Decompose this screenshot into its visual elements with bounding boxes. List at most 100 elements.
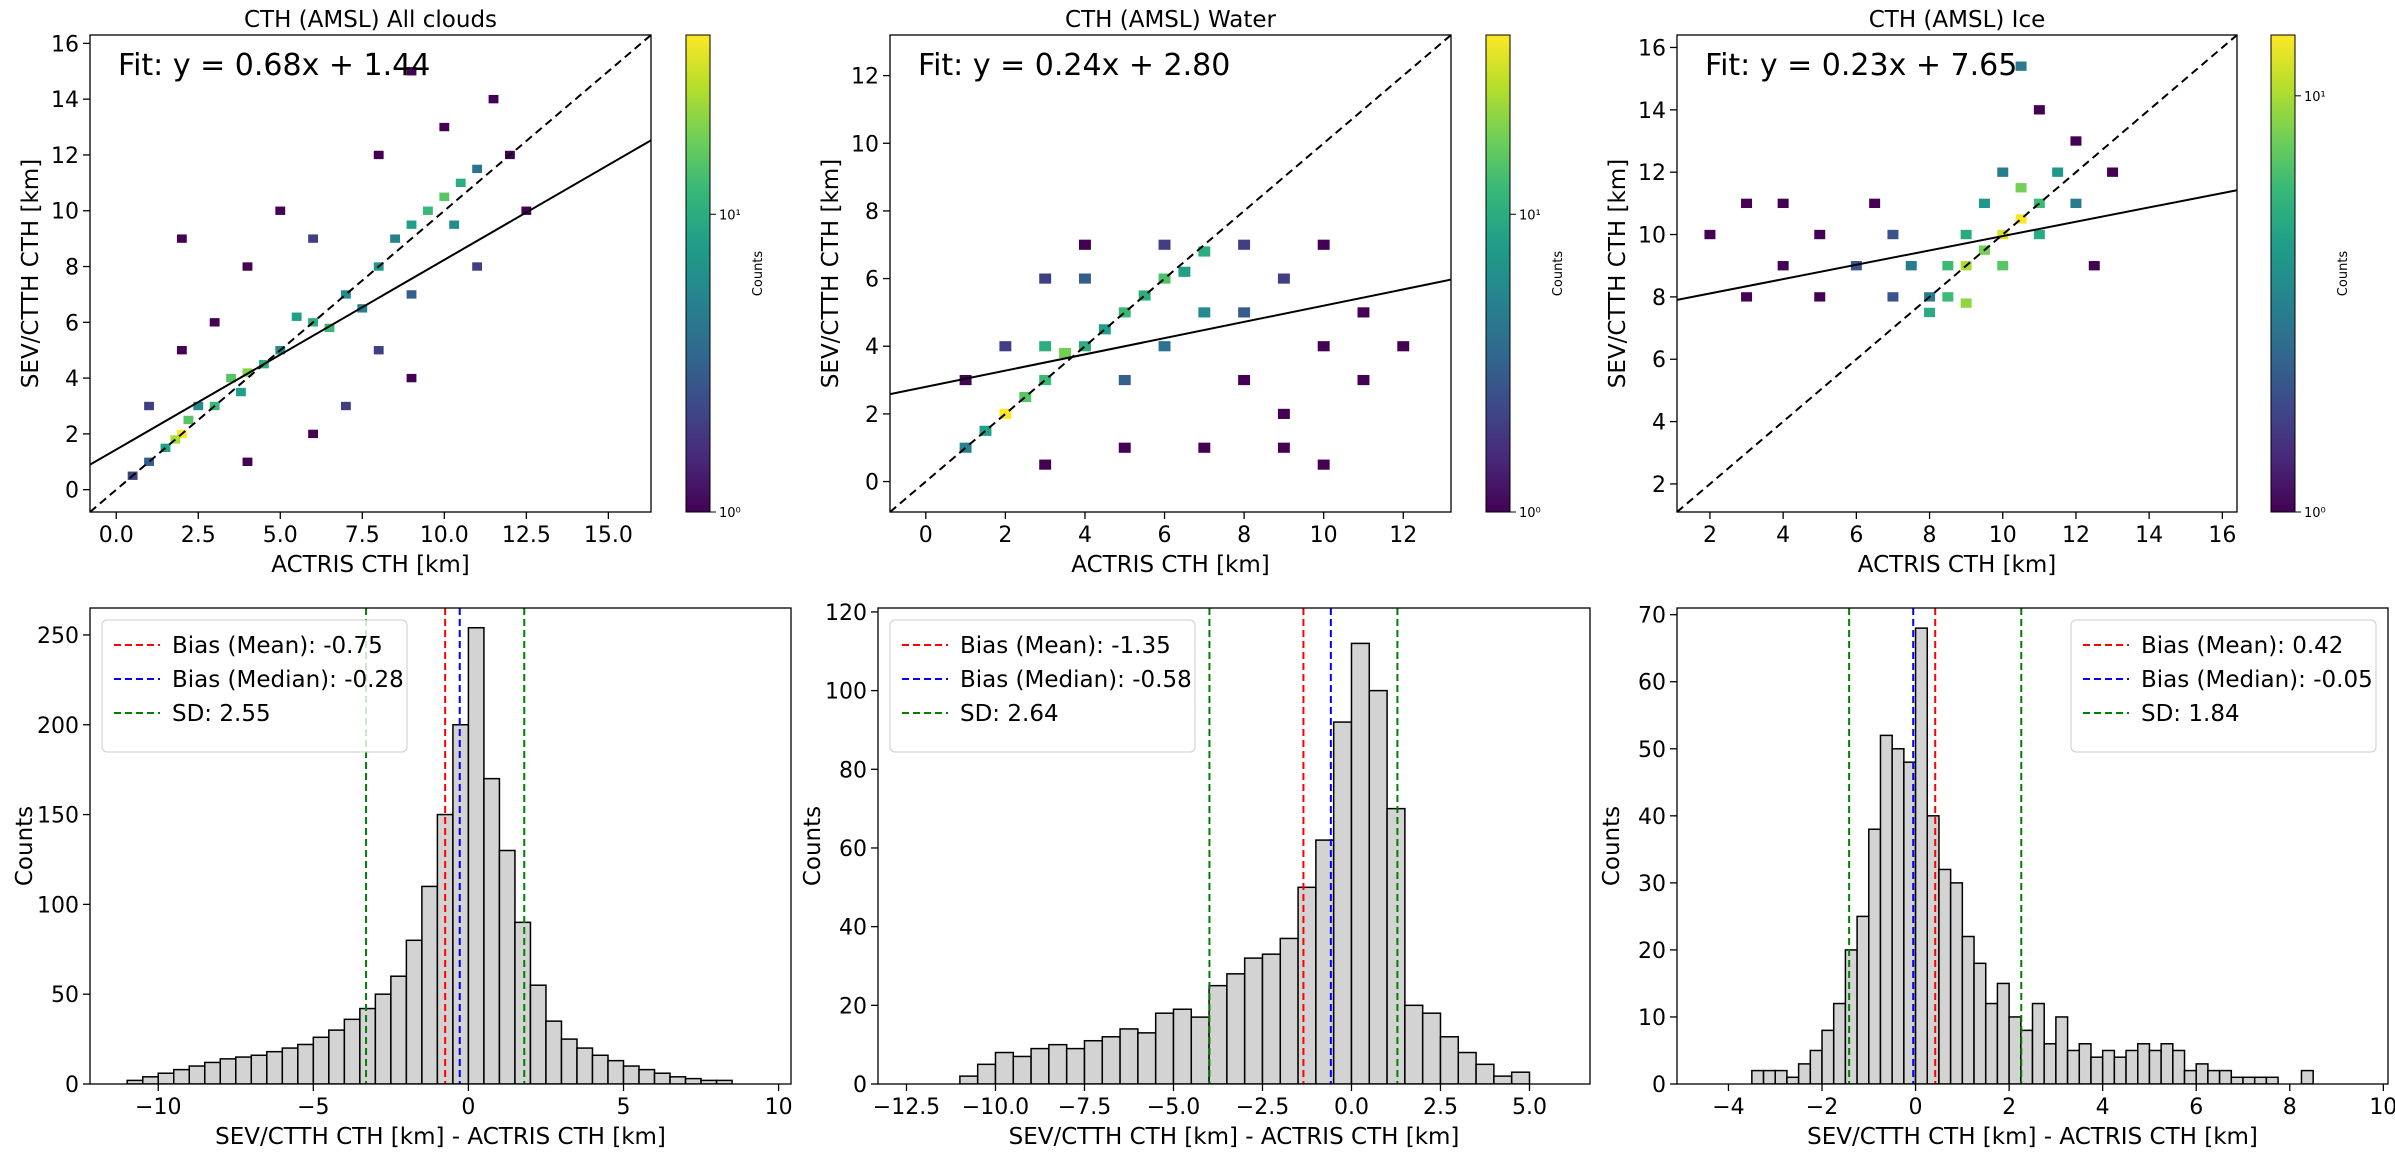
hist-bar: [483, 777, 501, 1084]
heatmap-cell: [1198, 442, 1211, 453]
colorbar: [2270, 34, 2296, 513]
hist-bar: [1243, 957, 1264, 1084]
x-axis-label: ACTRIS CTH [km]: [1071, 552, 1270, 578]
heatmap-cell: [406, 290, 417, 299]
heatmap-cell: [1887, 229, 1899, 240]
heatmap-cell: [2107, 167, 2119, 177]
legend-box: [889, 619, 1196, 753]
hist-bar: [1868, 828, 1882, 1084]
colorbar-tick-label: 10¹: [1519, 208, 1541, 223]
heatmap-cell: [1078, 239, 1091, 250]
hist-bar: [281, 1047, 299, 1084]
y-tick-label: 120: [825, 601, 867, 626]
hist-bar: [1891, 748, 1905, 1084]
y-tick-label: 40: [1638, 805, 1666, 830]
plot-area: [1677, 35, 2237, 512]
heatmap-cell: [340, 401, 351, 411]
heatmap-cell: [183, 415, 194, 425]
heatmap-cell: [176, 234, 187, 243]
heatmap-cell: [1397, 341, 1410, 352]
heatmap-cell: [1158, 341, 1171, 352]
x-tick-label: −5.0: [1147, 1095, 1200, 1120]
heatmap-cell: [999, 341, 1012, 352]
hist-bar: [669, 1076, 687, 1084]
y-tick-label: 6: [1652, 348, 1666, 373]
x-tick-label: 4: [1776, 523, 1790, 548]
hist-bar: [684, 1077, 702, 1084]
heatmap-cell: [422, 206, 433, 215]
x-tick-label: 0.0: [99, 523, 134, 548]
hist-bar: [1786, 1076, 1800, 1084]
heatmap-cell: [1777, 198, 1789, 209]
y-tick-label: 0: [865, 471, 879, 496]
y-tick-label: 8: [1652, 286, 1666, 311]
hist-bar: [2183, 1069, 2197, 1084]
hist-bar: [2090, 1056, 2104, 1084]
hist-bar: [2113, 1056, 2127, 1084]
hist-bar: [1421, 1012, 1442, 1084]
heatmap-cell: [1078, 341, 1091, 352]
x-tick-label: −4: [1712, 1095, 1744, 1120]
x-tick-label: 8: [2283, 1095, 2297, 1120]
hist-bar: [359, 1007, 377, 1084]
x-axis-label: ACTRIS CTH [km]: [271, 552, 470, 578]
hist-bar: [1821, 1029, 1835, 1084]
heatmap-cell: [373, 346, 384, 355]
hist-bar: [219, 1058, 237, 1084]
x-tick-label: 8: [1923, 523, 1937, 548]
hist-bar: [1083, 1039, 1104, 1084]
x-tick-label: 2: [1703, 523, 1717, 548]
hist-bar: [607, 1059, 625, 1084]
colorbar-label: Counts: [751, 251, 766, 297]
hist-bar: [1832, 1002, 1847, 1084]
hist-bar: [2136, 1043, 2151, 1084]
hist-bar: [1926, 815, 1940, 1084]
hist-bar: [2160, 1043, 2174, 1084]
hist-bar: [1368, 689, 1388, 1084]
heatmap-cell: [193, 401, 204, 411]
hist-bar: [1996, 982, 2010, 1084]
legend-box: [101, 619, 408, 753]
hist-bar: [638, 1068, 656, 1084]
fit-line: [1677, 189, 2237, 301]
chart-title: CTH (AMSL) Ice: [1869, 7, 2046, 33]
x-tick-label: −5: [297, 1095, 329, 1120]
hist-bar: [1961, 935, 1975, 1084]
subplot: 2 4 6 8 10 12 14 16 2 4 6 8 10 12 14 16 ACTRIS CTH [km] S…: [1605, 7, 2351, 578]
y-tick-label: 10: [51, 200, 79, 225]
x-tick-label: 12.5: [502, 523, 551, 548]
hist-bar: [1332, 721, 1353, 1084]
legend-label: Bias (Mean): -1.35: [960, 633, 1171, 659]
heatmap-cell: [1277, 408, 1290, 419]
x-tick-label: 14: [2135, 523, 2163, 548]
hist-bar: [1279, 937, 1299, 1084]
heatmap-cell: [455, 178, 466, 188]
hist-bar: [2043, 1043, 2057, 1084]
chart-title: CTH (AMSL) All clouds: [244, 7, 497, 33]
hist-bar: [576, 1047, 594, 1084]
hist-bar: [390, 975, 408, 1084]
one-to-one-line: [1677, 35, 2237, 512]
fit-label: Fit: y = 0.23x + 7.65: [1705, 48, 2017, 83]
y-tick-label: 0: [65, 1073, 79, 1098]
heatmap-cell: [1317, 459, 1330, 470]
y-tick-label: 14: [1638, 99, 1666, 124]
hist-bar: [328, 1029, 346, 1084]
hist-bar: [1439, 1036, 1460, 1084]
heatmap-cell: [2033, 229, 2045, 240]
x-tick-label: −12.5: [873, 1095, 940, 1120]
hist-bar: [1938, 868, 1952, 1084]
y-tick-label: 100: [37, 893, 79, 918]
heatmap-cell: [1960, 229, 1972, 240]
heatmap-cell: [291, 312, 302, 321]
hist-bar: [1984, 1002, 1999, 1084]
legend-label: Bias (Median): -0.05: [2141, 667, 2373, 693]
heatmap-cell: [1997, 261, 2009, 271]
x-tick-label: 12: [2062, 523, 2090, 548]
heatmap-cell: [1039, 273, 1052, 284]
subplot: −12.5 −10.0 −7.5 −5.0 −2.5 0.0 2.5 5.0 0 20 40 60 80…: [800, 601, 1591, 1150]
hist-bar: [994, 1051, 1015, 1084]
heatmap-cell: [406, 67, 417, 76]
legend-label: SD: 2.64: [960, 701, 1059, 727]
